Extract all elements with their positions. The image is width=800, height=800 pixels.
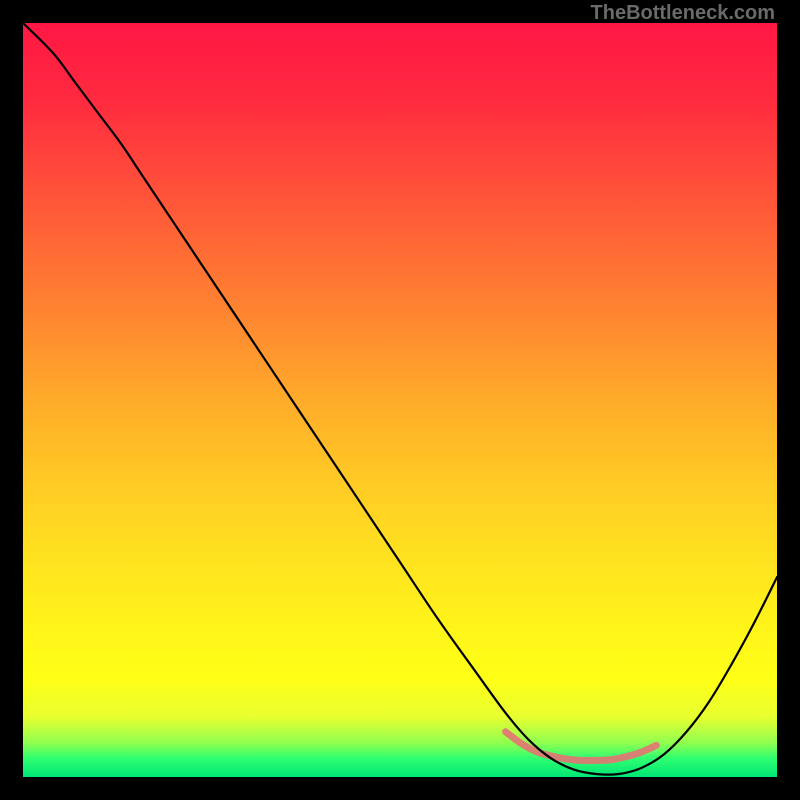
watermark-text: TheBottleneck.com [591, 2, 775, 25]
gradient-background [23, 23, 777, 777]
plot-area [23, 23, 777, 777]
chart-svg [23, 23, 777, 777]
bottleneck-chart-container: TheBottleneck.com [0, 0, 800, 800]
